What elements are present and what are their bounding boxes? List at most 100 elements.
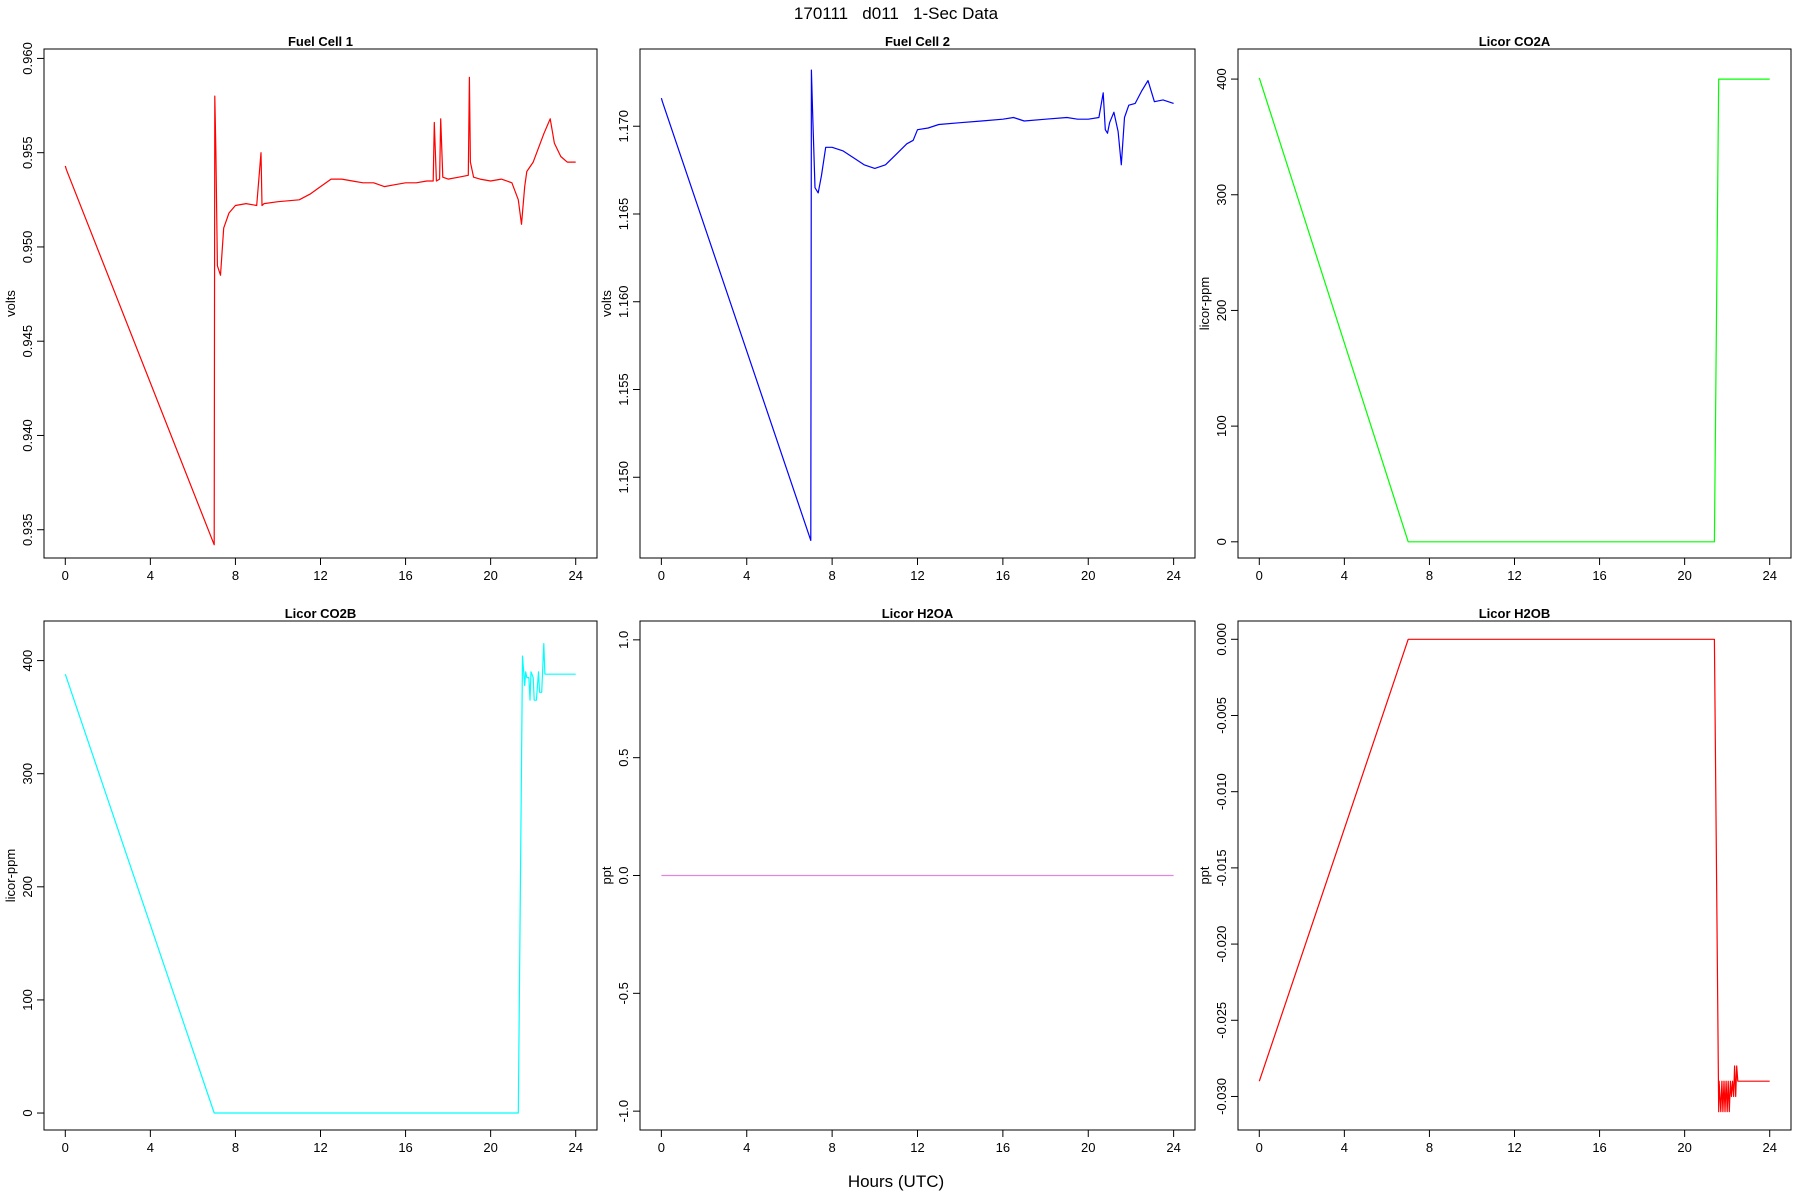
panel-1: Fuel Cell 1 0 4 8 12 16 20 24 0.935 0.940 0.945 0.9…	[3, 34, 598, 583]
y-tick-label: 200	[20, 876, 35, 898]
plot-frame	[1237, 620, 1792, 1131]
y-tick-label: 400	[1214, 68, 1229, 90]
y-tick-label: 0.950	[20, 231, 35, 264]
y-tick-label: 0.945	[20, 325, 35, 358]
panel-title: Fuel Cell 1	[288, 34, 353, 49]
y-tick-label: 300	[20, 763, 35, 785]
x-tick-label: 12	[1507, 1140, 1521, 1155]
x-tick-label: 16	[996, 568, 1010, 583]
y-tick-label: 400	[20, 650, 35, 672]
series-line	[64, 76, 576, 546]
y-tick-label: -0.020	[1214, 926, 1229, 963]
y-axis-label: volts	[599, 290, 614, 317]
x-tick-label: 20	[1677, 568, 1691, 583]
y-tick-label: -1.0	[616, 1100, 631, 1122]
x-tick-label: 12	[313, 568, 327, 583]
y-tick-label: 0.955	[20, 136, 35, 169]
x-tick-label: 4	[743, 568, 750, 583]
x-tick-label: 4	[1341, 568, 1348, 583]
x-tick-label: 24	[1762, 1140, 1776, 1155]
panel-6: Licor H2OB 0 4 8 12 16 20 24 -0.030 -0.025 -0.020 -…	[1197, 606, 1792, 1155]
x-tick-label: 8	[829, 1140, 836, 1155]
y-axis-label: licor-ppm	[3, 849, 18, 902]
panel-3: Licor CO2A 0 4 8 12 16 20 24 0 100 200 300 400 licor-…	[1197, 34, 1792, 583]
y-tick-label: 1.150	[616, 461, 631, 494]
x-tick-label: 0	[658, 1140, 665, 1155]
x-tick-label: 12	[313, 1140, 327, 1155]
y-tick-label: 0.940	[20, 419, 35, 452]
x-tick-label: 0	[658, 568, 665, 583]
y-tick-label: 100	[1214, 415, 1229, 437]
x-tick-label: 24	[568, 568, 582, 583]
x-tick-label: 20	[1677, 1140, 1691, 1155]
y-tick-label: 1.0	[616, 631, 631, 649]
y-tick-label: -0.025	[1214, 1002, 1229, 1039]
panel-title: Licor CO2B	[285, 606, 357, 621]
panel-title: Licor H2OB	[1479, 606, 1551, 621]
x-tick-label: 4	[743, 1140, 750, 1155]
x-axis-label: Hours (UTC)	[848, 1172, 944, 1191]
y-tick-label: 0.960	[20, 42, 35, 75]
y-tick-label: 0.935	[20, 513, 35, 546]
panel-title: Fuel Cell 2	[885, 34, 950, 49]
x-tick-label: 0	[62, 1140, 69, 1155]
y-axis-label: ppt	[1197, 866, 1212, 884]
panel-4: Licor CO2B 0 4 8 12 16 20 24 0 100 200 300 400 licor-…	[3, 606, 598, 1155]
x-tick-label: 20	[1081, 568, 1095, 583]
panel-title: Licor CO2A	[1479, 34, 1551, 49]
x-tick-label: 12	[910, 1140, 924, 1155]
x-tick-label: 24	[568, 1140, 582, 1155]
series-line	[1258, 77, 1770, 543]
y-axis-label: volts	[3, 290, 18, 317]
y-axis-label: licor-ppm	[1197, 277, 1212, 330]
x-tick-label: 8	[1426, 568, 1433, 583]
y-tick-label: 0	[1214, 538, 1229, 545]
y-tick-label: 100	[20, 989, 35, 1011]
x-tick-label: 16	[398, 1140, 412, 1155]
panel-5: Licor H2OA 0 4 8 12 16 20 24 -1.0 -0.5 0.0 0.5 1.0 pp…	[599, 606, 1196, 1155]
x-tick-label: 8	[232, 568, 239, 583]
figure-title: 170111 d011 1-Sec Data	[794, 4, 999, 23]
y-tick-label: 0.5	[616, 749, 631, 767]
y-tick-label: -0.030	[1214, 1078, 1229, 1115]
x-tick-label: 20	[1081, 1140, 1095, 1155]
panel-2: Fuel Cell 2 0 4 8 12 16 20 24 1.150 1.155 1.160 1.1…	[599, 34, 1196, 583]
x-tick-label: 4	[147, 1140, 154, 1155]
y-tick-label: -0.015	[1214, 849, 1229, 886]
x-tick-label: 12	[910, 568, 924, 583]
x-tick-label: 8	[1426, 1140, 1433, 1155]
plot-frame	[43, 620, 598, 1131]
x-tick-label: 16	[398, 568, 412, 583]
y-tick-label: 0	[20, 1109, 35, 1116]
x-tick-label: 0	[1256, 1140, 1263, 1155]
x-tick-label: 20	[483, 568, 497, 583]
y-tick-label: 1.155	[616, 373, 631, 406]
x-tick-label: 16	[1592, 568, 1606, 583]
y-tick-label: 1.170	[616, 110, 631, 143]
x-tick-label: 24	[1762, 568, 1776, 583]
panel-title: Licor H2OA	[882, 606, 954, 621]
y-axis-label: ppt	[599, 866, 614, 884]
x-tick-label: 16	[1592, 1140, 1606, 1155]
series-line	[64, 642, 576, 1114]
y-tick-label: -0.010	[1214, 773, 1229, 810]
y-tick-label: 1.165	[616, 198, 631, 231]
y-tick-label: 300	[1214, 184, 1229, 206]
x-tick-label: 24	[1166, 568, 1180, 583]
x-tick-label: 24	[1166, 1140, 1180, 1155]
x-tick-label: 20	[483, 1140, 497, 1155]
plot-frame	[1237, 48, 1792, 559]
y-tick-label: 0.0	[616, 866, 631, 884]
series-line	[1258, 638, 1770, 1113]
series-line	[660, 69, 1174, 542]
x-tick-label: 0	[1256, 568, 1263, 583]
x-tick-label: 4	[1341, 1140, 1348, 1155]
y-tick-label: 1.160	[616, 285, 631, 318]
x-tick-label: 16	[996, 1140, 1010, 1155]
y-tick-label: 0.000	[1214, 623, 1229, 656]
x-tick-label: 4	[147, 568, 154, 583]
panels: Fuel Cell 1 0 4 8 12 16 20 24 0.935 0.940 0.945 0.9…	[3, 34, 1792, 1155]
plot-frame	[43, 48, 598, 559]
y-tick-label: -0.5	[616, 982, 631, 1004]
